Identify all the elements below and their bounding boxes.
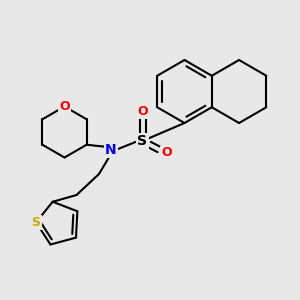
Text: O: O — [137, 105, 148, 118]
Text: S: S — [32, 216, 40, 229]
Text: N: N — [105, 143, 117, 157]
Text: S: S — [137, 134, 148, 148]
Text: O: O — [161, 146, 172, 160]
Text: O: O — [59, 100, 70, 113]
